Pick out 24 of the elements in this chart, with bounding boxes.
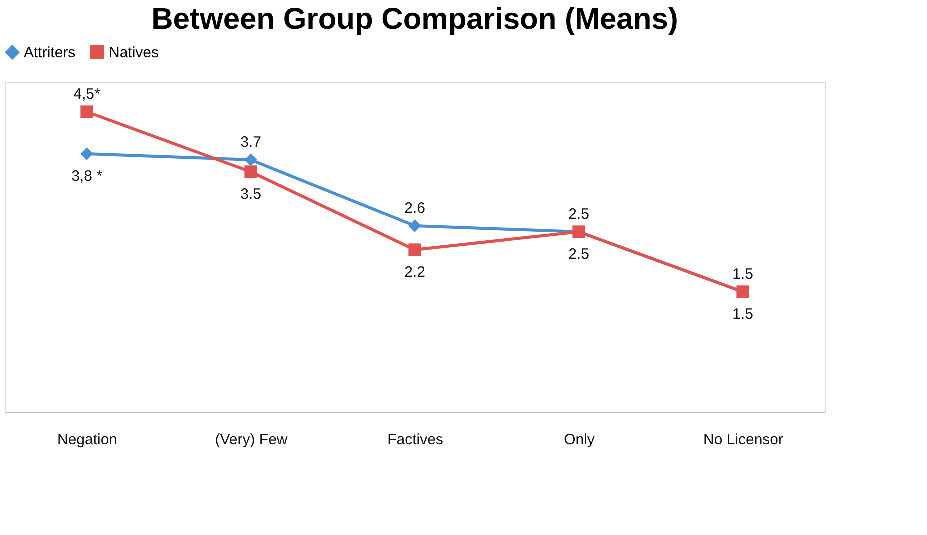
x-tick-label: Factives xyxy=(388,432,444,448)
legend-label: Natives xyxy=(109,44,160,62)
point xyxy=(80,148,94,160)
data-label: 2.6 xyxy=(404,200,426,217)
data-label: 3.5 xyxy=(240,186,262,203)
x-tick-label: No Licensor xyxy=(703,432,784,448)
data-label: 3.7 xyxy=(240,134,262,151)
data-label: 4,5* xyxy=(74,86,100,103)
point xyxy=(80,106,94,118)
x-tick-label: Only xyxy=(564,432,596,448)
data-label: 1.5 xyxy=(732,266,754,283)
point xyxy=(408,220,422,232)
data-label: 2.2 xyxy=(404,264,426,281)
x-tick-label: (Very) Few xyxy=(215,432,288,448)
point xyxy=(244,154,258,166)
data-label: 2.5 xyxy=(568,206,590,223)
data-label: 2.5 xyxy=(568,246,590,263)
point xyxy=(244,166,258,178)
data-label: 3,8 * xyxy=(72,168,103,185)
x-tick-label: Negation xyxy=(57,432,118,448)
chart-title: Between Group Comparison (Means) xyxy=(152,3,678,36)
data-label: 1.5 xyxy=(732,306,754,323)
legend-label: Attriters xyxy=(24,44,76,62)
point xyxy=(408,244,422,256)
